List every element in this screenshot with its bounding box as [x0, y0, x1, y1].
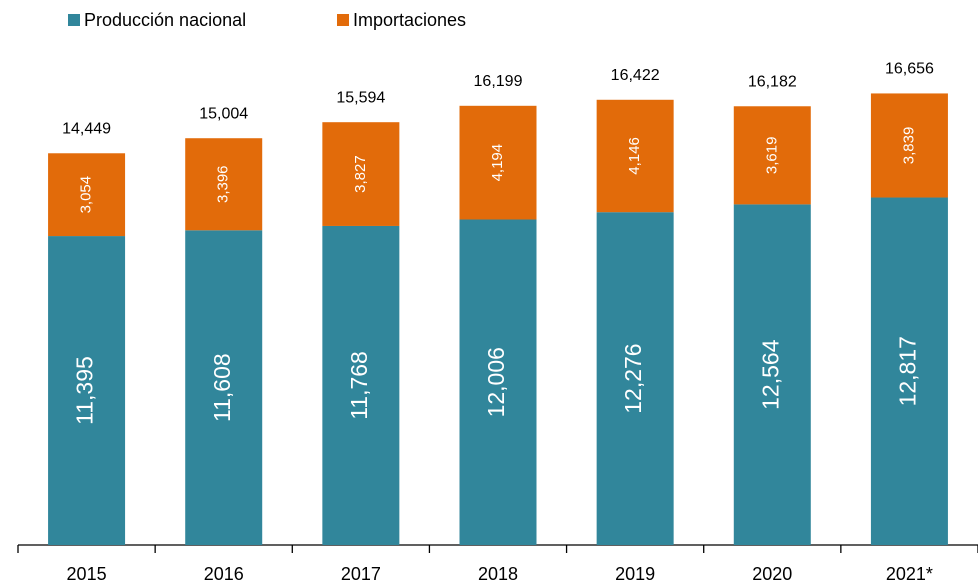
bar-segment [48, 236, 126, 545]
x-tick-label: 2017 [341, 564, 381, 584]
x-tick-label: 2015 [67, 564, 107, 584]
bar-segment [322, 225, 400, 545]
legend-label: Importaciones [353, 10, 466, 30]
total-label: 14,449 [62, 120, 111, 137]
bar-segment [733, 106, 811, 205]
x-tick-label: 2020 [752, 564, 792, 584]
segment-label: 12,817 [895, 336, 921, 406]
segment-label: 4,146 [626, 137, 643, 175]
x-tick-label: 2016 [204, 564, 244, 584]
bar-segment [48, 153, 126, 237]
total-label: 15,004 [199, 105, 248, 122]
x-tick-label: 2018 [478, 564, 518, 584]
total-label: 16,656 [885, 61, 934, 78]
bar-segment [459, 219, 537, 545]
total-label: 16,422 [611, 67, 660, 84]
bar-segment [596, 99, 674, 213]
segment-label: 3,396 [215, 165, 232, 203]
segment-label: 3,839 [900, 127, 917, 165]
segment-label: 11,768 [346, 351, 372, 420]
segment-label: 11,395 [72, 356, 98, 425]
bar-segment [185, 138, 263, 231]
total-label: 15,594 [336, 89, 385, 106]
segment-label: 12,006 [483, 347, 509, 417]
legend-swatch [337, 14, 349, 26]
segment-label: 3,827 [352, 155, 369, 193]
x-tick-label: 2021* [886, 564, 933, 584]
segment-label: 11,608 [209, 353, 235, 422]
segment-label: 3,054 [78, 176, 95, 214]
total-label: 16,182 [748, 74, 797, 91]
bar-segment [870, 197, 948, 545]
legend-swatch [68, 14, 80, 26]
x-tick-label: 2019 [615, 564, 655, 584]
bar-segment [733, 204, 811, 545]
total-label: 16,199 [474, 73, 523, 90]
bar-segment [596, 212, 674, 545]
segment-label: 12,276 [620, 343, 646, 413]
segment-label: 4,194 [489, 144, 506, 182]
bar-segment [185, 230, 263, 545]
bar-segment [870, 93, 948, 198]
segment-label: 12,564 [757, 339, 783, 410]
legend-label: Producción nacional [84, 10, 246, 30]
segment-label: 3,619 [763, 137, 780, 175]
bar-segment [322, 122, 400, 226]
bar-segment [459, 105, 537, 220]
